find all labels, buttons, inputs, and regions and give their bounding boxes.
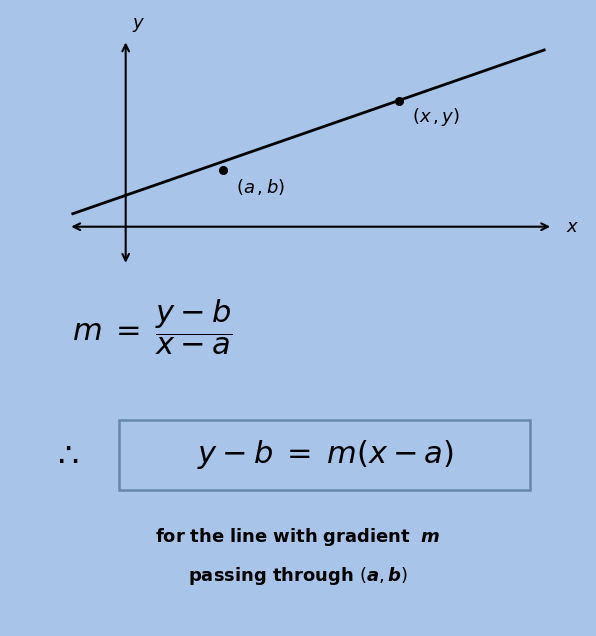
Text: $\mathbf{passing\ through}$ $(\boldsymbol{a},\boldsymbol{b})$: $\mathbf{passing\ through}$ $(\boldsymbo… <box>188 565 408 586</box>
Text: $x$: $x$ <box>566 218 579 236</box>
Text: $(x\,,y)$: $(x\,,y)$ <box>412 106 460 128</box>
Text: $\mathbf{for\ the\ line\ with\ gradient}$  $\boldsymbol{m}$: $\mathbf{for\ the\ line\ with\ gradient}… <box>156 527 440 548</box>
Text: $y - b \;=\; m(x - a)$: $y - b \;=\; m(x - a)$ <box>197 438 453 471</box>
FancyBboxPatch shape <box>119 420 530 490</box>
Text: $m \;=\; \dfrac{y - b}{x - a}$: $m \;=\; \dfrac{y - b}{x - a}$ <box>72 298 232 357</box>
Text: $y$: $y$ <box>132 17 145 34</box>
Text: $(a\,,b)$: $(a\,,b)$ <box>236 177 285 197</box>
Text: $\therefore$: $\therefore$ <box>51 438 79 471</box>
